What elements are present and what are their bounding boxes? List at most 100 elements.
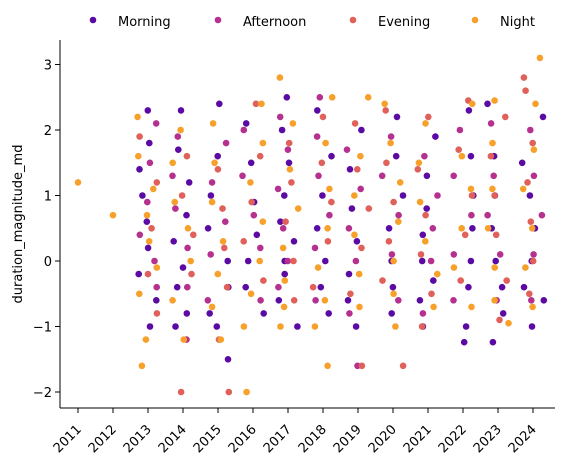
- data-point: [277, 218, 284, 225]
- data-point: [178, 192, 186, 199]
- data-point: [392, 323, 399, 330]
- data-point: [260, 277, 267, 284]
- data-point: [503, 277, 511, 284]
- data-point: [352, 323, 360, 330]
- data-point: [239, 172, 246, 180]
- data-point: [358, 126, 365, 134]
- data-point: [277, 323, 284, 330]
- data-point: [284, 146, 292, 153]
- data-point: [527, 126, 534, 134]
- data-point: [419, 231, 427, 239]
- data-point: [285, 139, 293, 147]
- data-point: [286, 166, 294, 173]
- data-point: [351, 120, 359, 127]
- data-point: [184, 283, 191, 291]
- data-point: [524, 179, 531, 186]
- x-tick-label: 2021: [401, 422, 435, 456]
- data-point: [418, 323, 426, 330]
- data-point: [383, 159, 390, 167]
- data-point: [465, 107, 473, 114]
- x-ticks: 2011 2012 2013 2014 2015 2016 2017 2018 2019 2020…: [51, 408, 540, 456]
- data-point: [150, 185, 157, 193]
- data-point: [387, 139, 394, 147]
- data-point: [416, 198, 424, 206]
- data-point: [399, 362, 407, 370]
- data-point: [315, 172, 322, 180]
- data-point: [204, 297, 212, 304]
- data-point: [252, 100, 260, 108]
- data-point: [434, 270, 441, 278]
- data-point: [148, 225, 155, 232]
- data-point: [225, 388, 233, 396]
- data-point: [381, 100, 389, 108]
- data-point: [395, 218, 402, 225]
- data-point: [489, 185, 496, 193]
- data-point: [468, 192, 476, 199]
- data-point: [388, 251, 396, 258]
- data-point: [145, 238, 153, 245]
- data-point: [146, 139, 153, 147]
- data-point: [109, 211, 117, 219]
- data-point: [389, 283, 397, 291]
- data-point: [276, 74, 284, 81]
- data-point: [240, 323, 248, 330]
- series-evening: [136, 74, 537, 396]
- data-point: [529, 257, 537, 265]
- data-point: [136, 166, 143, 173]
- data-point: [326, 185, 333, 193]
- data-point: [170, 238, 177, 245]
- y-tick-label: −1: [33, 321, 52, 336]
- data-point: [526, 290, 533, 298]
- data-point: [456, 126, 464, 134]
- data-point: [518, 159, 526, 167]
- data-point: [355, 270, 363, 278]
- data-point: [496, 316, 503, 324]
- data-point: [529, 139, 536, 147]
- data-point: [275, 283, 282, 291]
- data-point: [467, 257, 475, 265]
- data-point: [519, 185, 527, 193]
- data-point: [489, 338, 497, 346]
- data-point: [135, 152, 142, 160]
- data-point: [169, 297, 176, 304]
- data-point: [425, 113, 432, 121]
- data-point: [275, 297, 283, 304]
- data-point: [347, 290, 354, 298]
- data-point: [184, 244, 191, 252]
- data-point: [527, 218, 535, 225]
- data-point: [385, 238, 393, 245]
- data-point: [221, 244, 228, 252]
- data-point: [343, 146, 351, 153]
- data-point: [414, 166, 422, 173]
- data-point: [491, 297, 498, 304]
- data-point: [430, 277, 437, 284]
- data-point: [247, 290, 255, 298]
- data-point: [468, 303, 475, 311]
- data-point: [136, 290, 143, 298]
- data-point: [540, 297, 548, 304]
- data-point: [528, 297, 535, 304]
- data-point: [328, 152, 335, 160]
- data-point: [418, 257, 426, 265]
- data-point: [382, 107, 390, 114]
- data-point: [222, 139, 230, 147]
- data-point: [250, 211, 258, 219]
- data-point: [214, 152, 221, 160]
- data-point: [284, 257, 292, 265]
- data-point: [427, 257, 435, 265]
- data-point: [242, 120, 250, 127]
- data-point: [388, 310, 396, 317]
- data-point: [461, 231, 469, 239]
- x-tick-label: 2024: [506, 422, 540, 456]
- data-point: [346, 166, 354, 173]
- data-point: [351, 192, 358, 199]
- data-point: [520, 74, 528, 81]
- data-point: [385, 225, 393, 232]
- data-point: [487, 152, 495, 160]
- x-tick-label: 2013: [121, 422, 155, 456]
- data-point: [312, 297, 319, 304]
- data-point: [538, 211, 546, 219]
- data-point: [462, 323, 470, 330]
- data-point: [177, 126, 184, 134]
